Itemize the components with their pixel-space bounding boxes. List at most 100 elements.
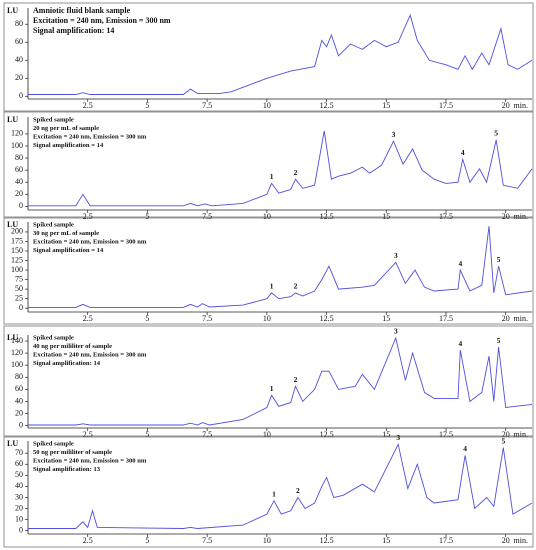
panel-title: Spiked sample	[33, 222, 74, 229]
y-tick-label: 40	[15, 396, 23, 405]
peak-label: 4	[458, 339, 462, 348]
peak-label: 3	[392, 130, 396, 139]
x-tick-label: 15	[382, 101, 390, 110]
peak-label: 1	[270, 282, 274, 291]
y-axis-label: LU	[7, 115, 18, 124]
peak-label: 5	[501, 436, 505, 445]
x-tick-label: 20	[502, 430, 510, 439]
peak-label: 2	[294, 282, 298, 291]
y-axis-label: LU	[7, 220, 18, 229]
x-tick-label: 17.5	[439, 212, 453, 221]
panel-border	[3, 111, 534, 218]
peak-label: 3	[394, 327, 398, 336]
x-tick-label: 15	[382, 536, 390, 545]
y-tick-label: 0	[19, 303, 23, 312]
y-tick-label: 150	[11, 246, 23, 255]
y-axis-label: LU	[7, 333, 18, 342]
annotation: Signal amplification = 14	[33, 247, 104, 254]
x-tick-label: 17.5	[439, 101, 453, 110]
panel-title: Spiked sample	[33, 335, 74, 342]
y-tick-label: 60	[15, 165, 23, 174]
panel-title: Amniotic fluid blank sample	[33, 6, 131, 15]
x-tick-label: 15	[382, 212, 390, 221]
x-tick-label: 12.5	[320, 430, 334, 439]
y-tick-label: 80	[15, 153, 23, 162]
x-tick-label: 7.5	[202, 430, 212, 439]
y-axis-label: LU	[7, 439, 18, 448]
y-tick-label: 50	[15, 284, 23, 293]
y-tick-label: 50	[15, 470, 23, 479]
x-tick-label: 10	[263, 430, 271, 439]
x-tick-label: 5	[145, 212, 149, 221]
panel-border	[3, 217, 534, 325]
annotation: Signal amplification: 14	[33, 360, 101, 367]
y-tick-label: 80	[15, 372, 23, 381]
y-tick-label: 20	[15, 503, 23, 512]
y-axis-label: LU	[7, 6, 18, 15]
peak-label: 1	[270, 172, 274, 181]
annotation: Excitation = 240 nm, Emission = 300 nm	[33, 239, 147, 246]
y-tick-label: 125	[11, 255, 23, 264]
x-tick-label: 2.5	[83, 314, 93, 323]
y-tick-label: 40	[15, 177, 23, 186]
annotation: Signal amplification: 14	[33, 26, 114, 35]
annotation: Excitation = 240 nm, Emission = 300 nm	[33, 16, 171, 25]
annotation: 30 ng per mL of sample	[33, 230, 99, 237]
y-tick-label: 75	[15, 274, 23, 283]
y-tick-label: 20	[15, 73, 23, 82]
y-tick-label: 0	[19, 201, 23, 210]
peak-label: 4	[461, 148, 465, 157]
x-tick-label: 10	[263, 536, 271, 545]
x-tick-label: 12.5	[320, 101, 334, 110]
annotation: 40 ng per mililiter of sample	[33, 343, 112, 350]
peak-label: 2	[296, 486, 300, 495]
x-tick-label: 10	[263, 212, 271, 221]
x-axis-label: min.	[514, 101, 528, 110]
x-tick-label: 12.5	[320, 536, 334, 545]
panel-title: Spiked sample	[33, 441, 74, 448]
x-tick-label: 10	[263, 314, 271, 323]
x-tick-label: 7.5	[202, 536, 212, 545]
trace	[28, 13, 533, 95]
y-tick-label: 30	[15, 492, 23, 501]
y-tick-label: 100	[11, 265, 23, 274]
trace	[28, 442, 533, 529]
annotation: Signal amplification: 13	[33, 466, 101, 473]
x-tick-label: 20	[502, 212, 510, 221]
annotation: Excitation = 240 nm, Emission = 300 nm	[33, 134, 147, 141]
y-tick-label: 60	[15, 459, 23, 468]
x-tick-label: 7.5	[202, 314, 212, 323]
x-axis-label: min.	[514, 212, 528, 221]
x-tick-label: 15	[382, 314, 390, 323]
y-tick-label: 175	[11, 236, 23, 245]
peak-label: 4	[458, 259, 462, 268]
y-tick-label: 40	[15, 55, 23, 64]
panel-border	[3, 436, 534, 548]
y-tick-label: 25	[15, 293, 23, 302]
annotation: Excitation = 240 nm, Emission = 300 nm	[33, 352, 147, 359]
peak-label: 3	[394, 251, 398, 260]
trace	[28, 130, 533, 207]
y-tick-label: 0	[19, 91, 23, 100]
x-tick-label: 20	[502, 536, 510, 545]
annotation: Excitation = 240 nm, Emission = 300 nm	[33, 458, 147, 465]
x-tick-label: 17.5	[439, 430, 453, 439]
panel-title: Spiked sample	[33, 117, 74, 124]
y-tick-label: 10	[15, 514, 23, 523]
y-tick-label: 100	[11, 141, 23, 150]
x-tick-label: 2.5	[83, 101, 93, 110]
y-tick-label: 120	[11, 129, 23, 138]
x-tick-label: 12.5	[320, 314, 334, 323]
peak-label: 2	[294, 375, 298, 384]
x-axis-label: min.	[514, 430, 528, 439]
y-tick-label: 40	[15, 481, 23, 490]
x-tick-label: 20	[502, 314, 510, 323]
peak-label: 3	[396, 433, 400, 442]
x-tick-label: 17.5	[439, 536, 453, 545]
y-tick-label: 80	[15, 19, 23, 28]
y-tick-label: 20	[15, 189, 23, 198]
x-tick-label: 5	[145, 430, 149, 439]
annotation: 50 ng per mililiter of sample	[33, 449, 112, 456]
peak-label: 1	[272, 490, 276, 499]
